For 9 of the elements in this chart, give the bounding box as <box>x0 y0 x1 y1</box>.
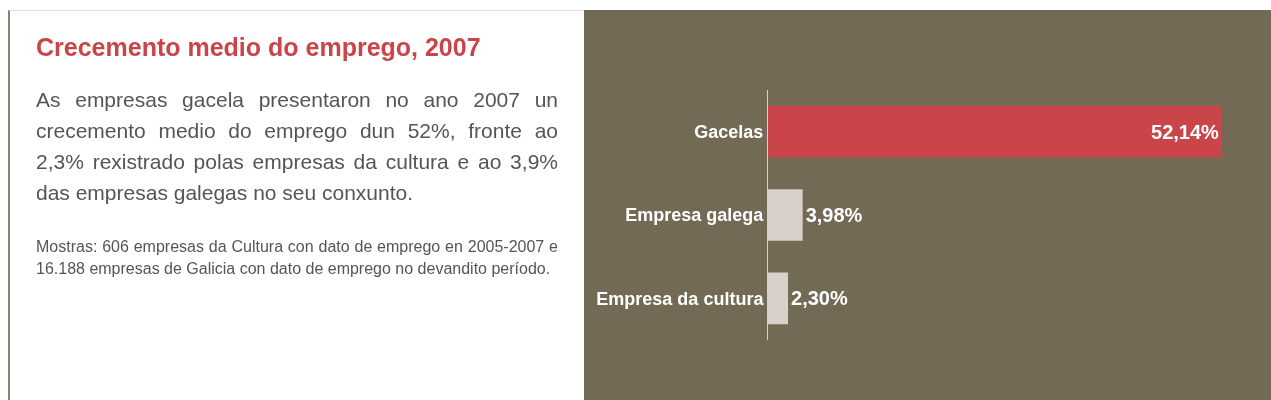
data-label: 2,30% <box>791 287 848 310</box>
y-tick-label: Empresa galega <box>625 205 765 226</box>
data-label: 3,98% <box>805 204 863 226</box>
y-tick-label: Empresa da cultura <box>596 288 765 309</box>
text: Mostras: 606 empresas da Cultura con dato de emprego en 2005-2007 e 16.188 empresas de Galicia con dato de emprego no devandito período. <box>36 237 558 279</box>
data-label: 52,14% <box>1151 120 1220 143</box>
text: Crecemento medio do emprego, 2007 <box>36 33 482 62</box>
text: As empresas gacela presentaron no ano 2007 un crecemento medio do emprego dun 52%, fronte ao 2,3% rexistrado polas empresas da cultura e ao 3,9% das empresas galegas no seu conxunto. <box>36 87 558 206</box>
y-tick-label: Gacelas <box>694 121 764 142</box>
